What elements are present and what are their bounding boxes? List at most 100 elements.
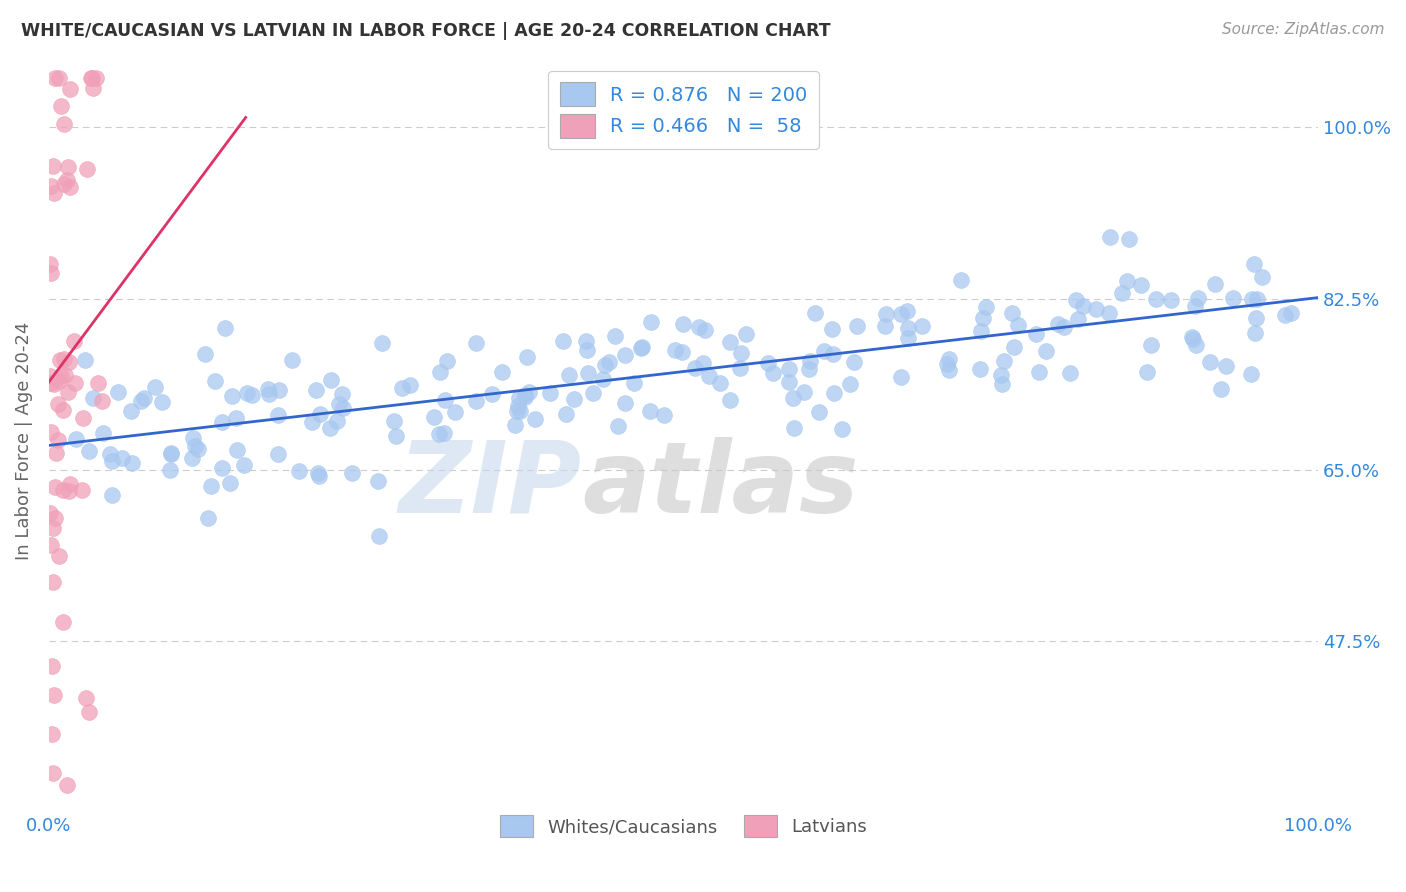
Point	[813, 344, 835, 359]
Text: Source: ZipAtlas.com: Source: ZipAtlas.com	[1222, 22, 1385, 37]
Point	[1067, 312, 1090, 326]
Point	[606, 418, 628, 433]
Point	[821, 322, 844, 336]
Point	[688, 320, 710, 334]
Point	[382, 413, 405, 427]
Point	[630, 341, 652, 355]
Point	[39, 425, 62, 440]
Point	[93, 425, 115, 440]
Point	[938, 352, 960, 367]
Point	[121, 456, 143, 470]
Point	[564, 392, 586, 407]
Point	[1144, 292, 1167, 306]
Point	[267, 383, 290, 397]
Point	[46, 434, 69, 448]
Point	[875, 319, 897, 334]
Point	[342, 466, 364, 480]
Point	[204, 375, 226, 389]
Point	[1244, 311, 1267, 326]
Point	[990, 368, 1012, 382]
Point	[1244, 326, 1267, 341]
Point	[890, 370, 912, 384]
Point	[45, 446, 67, 460]
Point	[288, 464, 311, 478]
Point	[1130, 278, 1153, 293]
Point	[42, 766, 65, 780]
Point	[1187, 291, 1209, 305]
Point	[671, 345, 693, 359]
Point	[593, 358, 616, 372]
Point	[692, 356, 714, 370]
Point	[41, 159, 63, 173]
Point	[664, 343, 686, 357]
Point	[132, 391, 155, 405]
Point	[91, 393, 114, 408]
Point	[1025, 326, 1047, 341]
Point	[39, 506, 62, 520]
Point	[200, 479, 222, 493]
Point	[101, 488, 124, 502]
Point	[804, 306, 827, 320]
Point	[52, 402, 75, 417]
Point	[1181, 332, 1204, 346]
Point	[51, 483, 73, 498]
Point	[86, 376, 108, 391]
Point	[225, 443, 247, 458]
Point	[697, 369, 720, 384]
Point	[111, 450, 134, 465]
Point	[592, 372, 614, 386]
Point	[305, 384, 328, 398]
Point	[509, 404, 531, 418]
Point	[1002, 340, 1025, 354]
Point	[184, 439, 207, 453]
Point	[846, 318, 869, 333]
Point	[1099, 230, 1122, 244]
Point	[672, 317, 695, 331]
Point	[308, 407, 330, 421]
Point	[257, 387, 280, 401]
Point	[503, 418, 526, 433]
Point	[44, 186, 66, 201]
Point	[98, 447, 121, 461]
Point	[1240, 367, 1263, 381]
Point	[281, 352, 304, 367]
Point	[42, 377, 65, 392]
Point	[82, 391, 104, 405]
Point	[59, 82, 82, 96]
Point	[76, 161, 98, 176]
Point	[517, 384, 540, 399]
Point	[52, 117, 75, 131]
Point	[640, 315, 662, 329]
Point	[605, 329, 627, 343]
Point	[301, 416, 323, 430]
Point	[218, 476, 240, 491]
Point	[39, 376, 62, 390]
Point	[367, 474, 389, 488]
Point	[443, 405, 465, 419]
Point	[55, 173, 77, 187]
Point	[614, 347, 637, 361]
Point	[1160, 293, 1182, 308]
Point	[53, 177, 76, 191]
Point	[613, 395, 636, 409]
Point	[1274, 308, 1296, 322]
Point	[1181, 330, 1204, 344]
Point	[1243, 257, 1265, 271]
Point	[225, 411, 247, 425]
Point	[221, 389, 243, 403]
Point	[160, 447, 183, 461]
Point	[1111, 285, 1133, 300]
Point	[308, 468, 330, 483]
Point	[267, 409, 290, 423]
Point	[1046, 317, 1069, 331]
Point	[783, 421, 806, 435]
Legend: Whites/Caucasians, Latvians: Whites/Caucasians, Latvians	[494, 808, 875, 845]
Point	[799, 354, 821, 368]
Point	[728, 361, 751, 376]
Point	[1007, 318, 1029, 333]
Point	[48, 71, 70, 86]
Point	[42, 574, 65, 589]
Point	[332, 401, 354, 415]
Point	[193, 346, 215, 360]
Point	[197, 511, 219, 525]
